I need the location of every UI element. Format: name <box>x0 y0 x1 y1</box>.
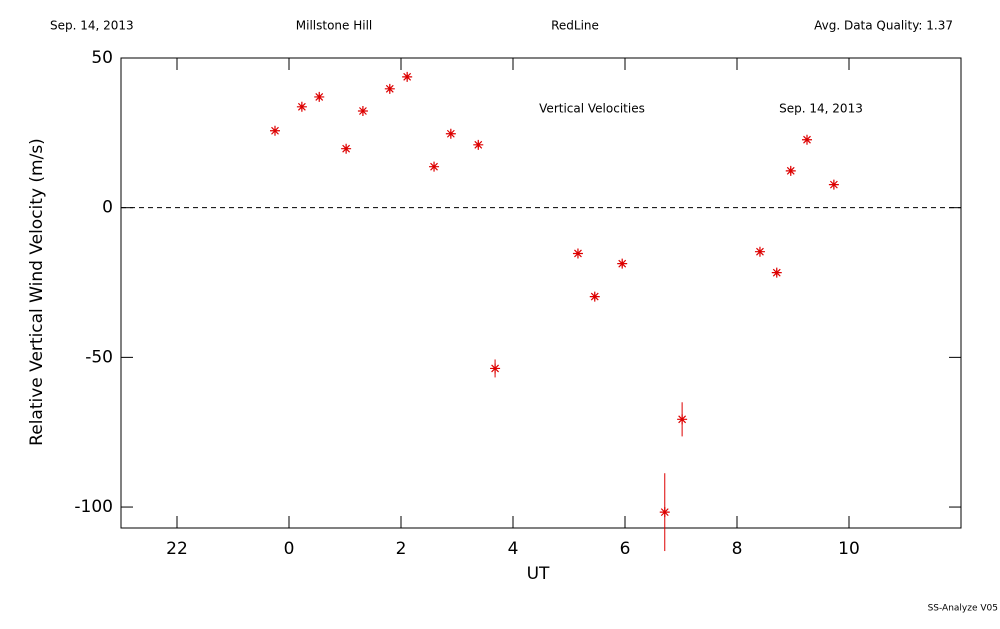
x-tick-label: 8 <box>732 539 743 559</box>
y-tick-label: -100 <box>74 497 113 517</box>
quality: Avg. Data Quality: 1.37 <box>814 19 953 33</box>
x-tick-label: 22 <box>166 539 188 559</box>
x-tick-label: 2 <box>396 539 407 559</box>
date: Sep. 14, 2013 <box>50 19 134 33</box>
plot-frame <box>120 57 962 529</box>
y-tick-label: 0 <box>102 198 113 218</box>
x-axis-title: UT <box>527 564 550 584</box>
y-axis-title: Relative Vertical Wind Velocity (m/s) <box>27 138 47 446</box>
y-tick-label: -50 <box>85 347 113 367</box>
y-tick-label: 50 <box>91 48 113 68</box>
line-name: RedLine <box>551 19 599 33</box>
annotation: Sep. 14, 2013 <box>779 102 863 116</box>
annotation: Vertical Velocities <box>539 102 645 116</box>
x-tick-label: 0 <box>284 539 295 559</box>
x-tick-label: 10 <box>838 539 860 559</box>
site: Millstone Hill <box>296 19 372 33</box>
x-tick-label: 4 <box>508 539 519 559</box>
footer: SS-Analyze V05 <box>928 604 998 614</box>
x-tick-label: 6 <box>620 539 631 559</box>
